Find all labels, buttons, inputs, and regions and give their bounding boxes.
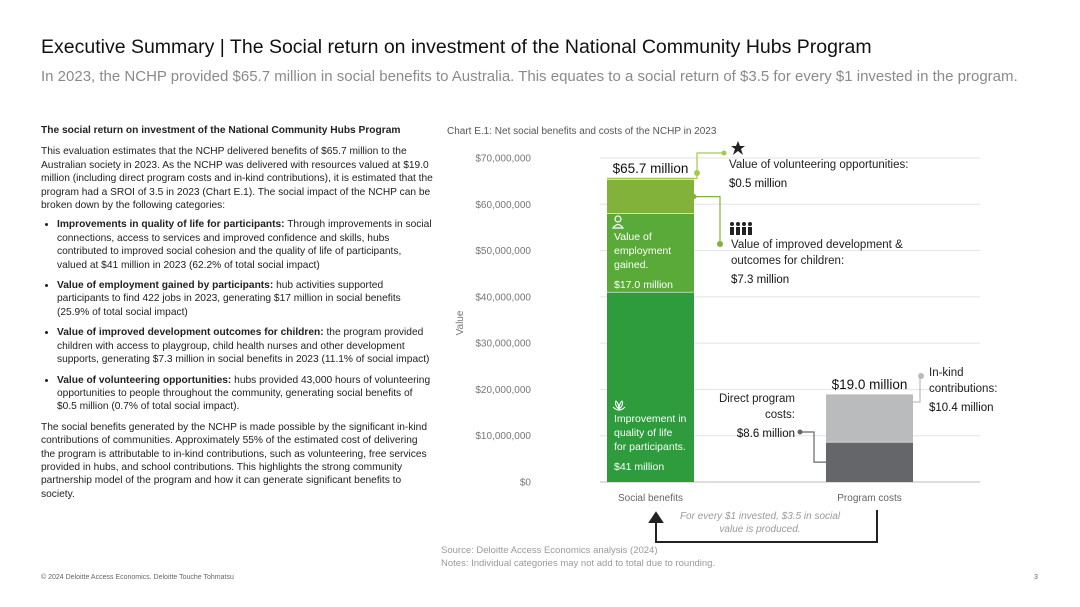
callout-line (694, 152, 724, 180)
segment-label-employment: Value of (614, 231, 652, 243)
segment-label-employment: employment (614, 245, 671, 257)
children-group-icon (730, 222, 752, 235)
total-label: $19.0 million (832, 377, 908, 392)
segment-value-employment: $17.0 million (614, 279, 673, 291)
callout-dot (691, 194, 697, 200)
total-label: $65.7 million (613, 161, 689, 176)
bullet-employment: Value of employment gained by participan… (57, 279, 433, 319)
bullet-quality-of-life: Improvements in quality of life for part… (57, 218, 433, 272)
copyright-footer: © 2024 Deloitte Access Economics. Deloit… (41, 574, 234, 581)
impact-bullet-list: Improvements in quality of life for part… (41, 218, 433, 413)
callout-label-direct-costs: Direct program (719, 393, 795, 405)
x-tick-label: Program costs (837, 493, 901, 504)
sroi-stacked-bar-chart: $0 $10,000,000 $20,000,000 $30,000,000 $40,0… (455, 141, 997, 543)
annotations: $65.7 million $19.0 million Improvement in… (613, 150, 997, 473)
y-tick-label: $60,000,000 (475, 200, 531, 211)
bullet-volunteering: Value of volunteering opportunities: hub… (57, 374, 433, 414)
callout-line (800, 431, 826, 463)
bullet-child-development: Value of improved development outcomes f… (57, 326, 433, 366)
notes-line: Notes: Individual categories may not add… (441, 557, 716, 569)
summary-intro: This evaluation estimates that the NCHP … (41, 146, 433, 212)
callout-label-in-kind: In-kind (929, 367, 964, 379)
chart-title: Chart E.1: Net social benefits and costs… (447, 126, 717, 137)
bar-segment (826, 394, 913, 443)
callout-label-volunteering: Value of volunteering opportunities: (729, 159, 908, 171)
return-annotation-line1: For every $1 invested, $3.5 in social (680, 511, 841, 522)
y-tick-label: $0 (520, 478, 532, 489)
y-tick-label: $20,000,000 (475, 385, 531, 396)
y-tick-label: $10,000,000 (475, 431, 531, 442)
page-title: Executive Summary | The Social return on… (41, 36, 872, 58)
bar-segment (607, 177, 694, 180)
callout-dot (694, 170, 700, 176)
x-tick-label: Social benefits (618, 493, 683, 504)
return-annotation-line2: value is produced. (719, 524, 800, 535)
callout-dot (717, 241, 723, 247)
callout-dot (721, 150, 727, 156)
callout-value-in-kind: $10.4 million (929, 402, 994, 414)
callout-value-direct-costs: $8.6 million (737, 428, 795, 440)
y-tick-label: $40,000,000 (475, 292, 531, 303)
bar-segment (826, 442, 913, 482)
bar-segment (607, 179, 694, 214)
y-axis-label: Value (455, 310, 466, 335)
segment-label-quality-of-life: Improvement in (614, 413, 687, 425)
quality-of-life-lotus-icon (612, 400, 626, 411)
source-line: Source: Deloitte Access Economics analys… (441, 545, 658, 556)
y-tick-label: $50,000,000 (475, 246, 531, 257)
return-arrow (648, 510, 878, 543)
callout-dot (797, 429, 803, 435)
callout-value-children: $7.3 million (731, 274, 789, 286)
callout-label-direct-costs: costs: (765, 409, 795, 421)
bar-segment (607, 292, 694, 482)
y-axis-ticks: $0 $10,000,000 $20,000,000 $30,000,000 $40,0… (475, 154, 531, 489)
summary-text-panel: The social return on investment of the N… (41, 124, 433, 507)
callout-dot (918, 373, 924, 379)
page-subtitle: In 2023, the NCHP provided $65.7 million… (41, 68, 1018, 85)
employment-person-icon (611, 215, 625, 229)
callout-value-volunteering: $0.5 million (729, 178, 787, 190)
chart-source: Source: Deloitte Access Economics analys… (441, 545, 715, 570)
y-tick-label: $70,000,000 (475, 154, 531, 165)
callout-label-in-kind: contributions: (929, 383, 997, 395)
segment-value-quality-of-life: $41 million (614, 461, 664, 473)
summary-heading: The social return on investment of the N… (41, 125, 401, 136)
segment-label-quality-of-life: for participants. (614, 441, 686, 453)
y-tick-label: $30,000,000 (475, 339, 531, 350)
page-number: 3 (1034, 574, 1038, 581)
callout-line (913, 376, 921, 403)
callout-label-children: outcomes for children: (731, 255, 844, 267)
summary-closing: The social benefits generated by the NCH… (41, 421, 428, 500)
segment-label-quality-of-life: quality of life (614, 427, 673, 439)
volunteering-star-icon (731, 141, 745, 155)
callout-label-children: Value of improved development & (731, 239, 903, 251)
x-axis-ticks: Social benefits Program costs (618, 493, 902, 504)
callout-line (694, 196, 721, 244)
segment-label-employment: gained. (614, 259, 648, 271)
